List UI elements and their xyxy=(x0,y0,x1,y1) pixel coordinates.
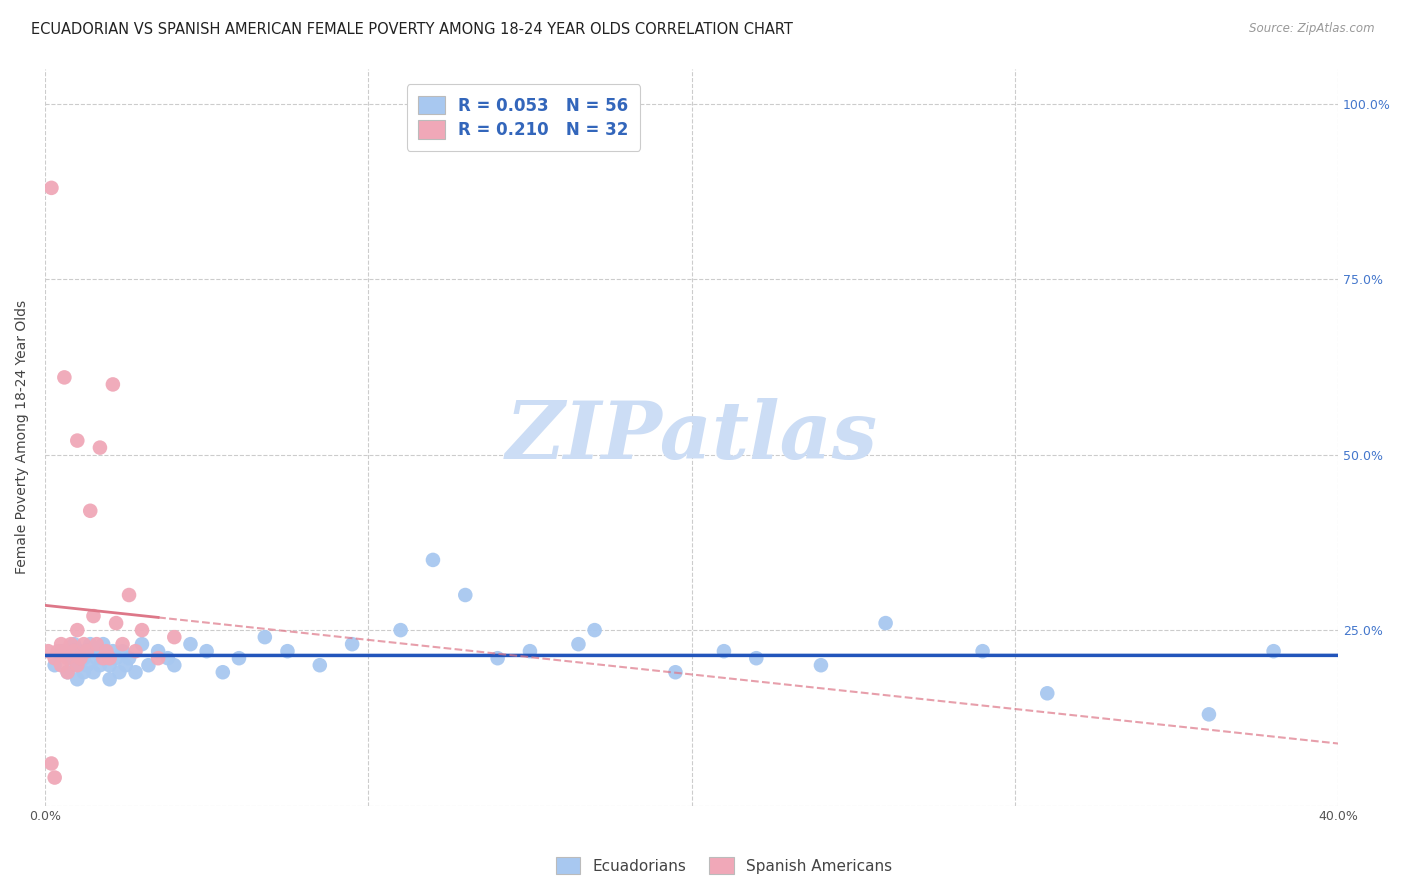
Point xyxy=(340,637,363,651)
Point xyxy=(810,658,832,673)
Point xyxy=(253,630,276,644)
Point xyxy=(114,658,136,673)
Point xyxy=(53,370,76,384)
Point xyxy=(163,630,186,644)
Point xyxy=(1263,644,1285,658)
Point xyxy=(82,644,104,658)
Point xyxy=(44,651,66,665)
Point xyxy=(664,665,686,680)
Point xyxy=(124,665,146,680)
Point xyxy=(163,658,186,673)
Text: Source: ZipAtlas.com: Source: ZipAtlas.com xyxy=(1250,22,1375,36)
Point xyxy=(82,609,104,624)
Point xyxy=(56,665,79,680)
Point xyxy=(111,644,134,658)
Point xyxy=(105,651,128,665)
Y-axis label: Female Poverty Among 18-24 Year Olds: Female Poverty Among 18-24 Year Olds xyxy=(15,300,30,574)
Point xyxy=(713,644,735,658)
Point xyxy=(91,637,114,651)
Point xyxy=(49,658,72,673)
Legend: Ecuadorians, Spanish Americans: Ecuadorians, Spanish Americans xyxy=(550,851,898,880)
Point xyxy=(111,637,134,651)
Point xyxy=(79,637,101,651)
Point xyxy=(63,637,86,651)
Point xyxy=(73,637,96,651)
Point xyxy=(389,623,412,637)
Point xyxy=(66,673,89,687)
Point xyxy=(41,181,63,195)
Point xyxy=(583,623,606,637)
Point xyxy=(76,658,98,673)
Point xyxy=(69,644,91,658)
Point xyxy=(56,665,79,680)
Text: ZIPatlas: ZIPatlas xyxy=(506,399,877,475)
Point xyxy=(146,644,169,658)
Point xyxy=(37,644,59,658)
Point xyxy=(156,651,179,665)
Point xyxy=(101,644,124,658)
Point xyxy=(101,377,124,392)
Point xyxy=(108,665,131,680)
Point xyxy=(66,658,89,673)
Point xyxy=(422,553,444,567)
Point xyxy=(49,637,72,651)
Point xyxy=(195,644,218,658)
Point xyxy=(89,441,111,455)
Point xyxy=(875,616,897,631)
Point xyxy=(76,644,98,658)
Point xyxy=(86,651,108,665)
Point xyxy=(44,771,66,785)
Point xyxy=(138,658,160,673)
Point xyxy=(308,658,330,673)
Point xyxy=(66,434,89,448)
Point xyxy=(89,658,111,673)
Point xyxy=(486,651,509,665)
Text: ECUADORIAN VS SPANISH AMERICAN FEMALE POVERTY AMONG 18-24 YEAR OLDS CORRELATION : ECUADORIAN VS SPANISH AMERICAN FEMALE PO… xyxy=(31,22,793,37)
Point xyxy=(228,651,250,665)
Legend: R = 0.053   N = 56, R = 0.210   N = 32: R = 0.053 N = 56, R = 0.210 N = 32 xyxy=(406,84,640,151)
Point xyxy=(146,651,169,665)
Point xyxy=(91,651,114,665)
Point xyxy=(59,651,82,665)
Point xyxy=(98,673,121,687)
Point xyxy=(82,665,104,680)
Point xyxy=(49,644,72,658)
Point xyxy=(53,644,76,658)
Point xyxy=(131,623,153,637)
Point xyxy=(118,588,141,602)
Point xyxy=(972,644,994,658)
Point xyxy=(86,637,108,651)
Point xyxy=(59,637,82,651)
Point xyxy=(79,504,101,518)
Point xyxy=(46,644,69,658)
Point xyxy=(41,756,63,771)
Point xyxy=(1036,686,1059,700)
Point xyxy=(63,644,86,658)
Point xyxy=(519,644,541,658)
Point xyxy=(56,651,79,665)
Point xyxy=(179,637,201,651)
Point xyxy=(96,644,118,658)
Point xyxy=(96,651,118,665)
Point xyxy=(454,588,477,602)
Point xyxy=(66,623,89,637)
Point xyxy=(105,616,128,631)
Point xyxy=(66,658,89,673)
Point xyxy=(98,651,121,665)
Point xyxy=(745,651,768,665)
Point xyxy=(1198,707,1220,722)
Point xyxy=(118,651,141,665)
Point xyxy=(98,658,121,673)
Point xyxy=(567,637,589,651)
Point xyxy=(124,644,146,658)
Point xyxy=(131,637,153,651)
Point xyxy=(211,665,233,680)
Point xyxy=(276,644,298,658)
Point xyxy=(73,651,96,665)
Point xyxy=(73,665,96,680)
Point xyxy=(44,658,66,673)
Point xyxy=(69,651,91,665)
